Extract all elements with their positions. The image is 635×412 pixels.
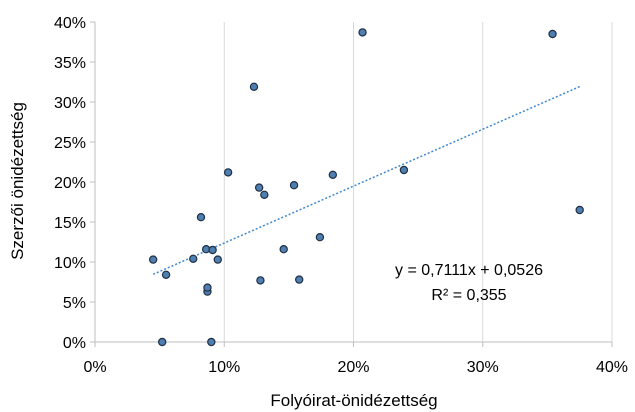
y-axis-title: Szerzői önidézettség: [8, 102, 27, 260]
data-point: [260, 190, 269, 199]
data-point: [223, 168, 233, 177]
data-point: [249, 82, 259, 92]
data-points: [148, 28, 584, 347]
data-point: [148, 255, 158, 264]
data-point: [254, 183, 264, 192]
y-tick-label: 10%: [54, 255, 86, 272]
r-squared-label: R² = 0,355: [431, 287, 506, 304]
y-tick-label: 0%: [63, 335, 86, 352]
x-tick-label: 20%: [337, 359, 369, 376]
x-tick-label: 0%: [83, 359, 106, 376]
data-point: [295, 275, 304, 284]
data-point: [548, 29, 557, 39]
x-tick-label: 30%: [467, 359, 499, 376]
data-point: [328, 170, 338, 179]
data-point: [189, 254, 198, 263]
trendline-line: [152, 85, 580, 276]
x-tick-label: 40%: [596, 359, 628, 376]
axes: [90, 21, 613, 347]
x-axis-title: Folyóirat-önidézettség: [270, 391, 437, 410]
data-point: [358, 28, 367, 37]
data-point: [289, 180, 299, 190]
y-tick-label: 25%: [54, 135, 86, 152]
trendline-equation: y = 0,7111x + 0,0526: [395, 262, 543, 279]
y-tick-label: 40%: [54, 15, 86, 32]
grid-lines: [223, 22, 613, 342]
data-point: [161, 270, 171, 279]
y-tick-label: 5%: [63, 295, 86, 312]
data-point: [399, 165, 409, 175]
trendline: [152, 85, 580, 276]
x-tick-label: 10%: [208, 359, 240, 376]
data-point: [575, 205, 584, 215]
y-tick-label: 20%: [54, 175, 86, 192]
data-point: [196, 212, 206, 222]
data-point: [208, 245, 217, 255]
y-tick-label: 30%: [54, 95, 86, 112]
data-point: [256, 276, 265, 285]
data-point: [279, 244, 288, 254]
tick-labels: 0% 5% 10% 15% 20% 25% 30% 35% 40% 0% 10% 20% 30% 40%: [54, 15, 628, 376]
y-tick-label: 15%: [54, 215, 86, 232]
data-point: [213, 255, 222, 264]
data-point: [158, 337, 167, 347]
data-point: [203, 283, 212, 292]
data-point: [207, 337, 216, 347]
data-point: [315, 232, 325, 242]
y-tick-label: 35%: [54, 55, 86, 72]
